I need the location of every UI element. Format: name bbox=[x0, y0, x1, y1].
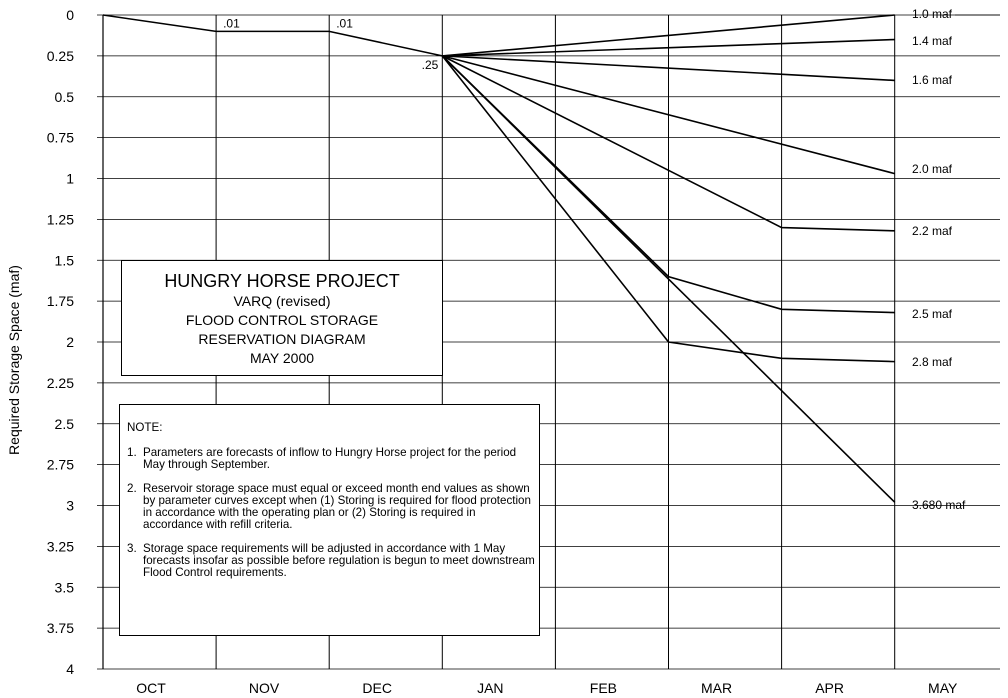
note-box: NOTE: 1. Parameters are forecasts of infl… bbox=[119, 404, 540, 636]
y-tick-label: 4 bbox=[66, 661, 74, 677]
y-tick-label: 1.5 bbox=[55, 252, 75, 268]
x-tick-label: OCT bbox=[136, 680, 166, 696]
title-line-3: FLOOD CONTROL STORAGE bbox=[185, 312, 379, 328]
y-tick-label: 0.25 bbox=[47, 48, 74, 64]
point-label-bg bbox=[335, 16, 355, 30]
title-line-5: MAY 2000 bbox=[249, 350, 315, 366]
series-labels: .01 .01 .25 1.0 maf 1.4 maf 1.6 maf 2.0 maf 2.2… bbox=[222, 7, 966, 512]
note-number: 1. bbox=[127, 446, 137, 459]
note-item: 2. Reservoir storage space must equal or … bbox=[127, 483, 537, 531]
note-item: 1. Parameters are forecasts of inflow to … bbox=[127, 447, 537, 471]
title-box: HUNGRY HORSE PROJECT VARQ (revised) FLOO… bbox=[121, 260, 443, 376]
point-label-bg bbox=[420, 57, 440, 71]
series-label: 1.6 maf bbox=[912, 73, 953, 87]
point-label: .01 bbox=[223, 16, 240, 30]
y-tick-label: 0.5 bbox=[55, 89, 75, 105]
y-tick-label: 2.75 bbox=[47, 457, 74, 473]
note-list: 1. Parameters are forecasts of inflow to … bbox=[127, 447, 537, 591]
y-tick-label: 2.5 bbox=[55, 416, 75, 432]
series-line bbox=[442, 55, 895, 82]
series-label: 2.5 maf bbox=[912, 307, 953, 321]
y-tick-label: 2.25 bbox=[47, 375, 74, 391]
note-number: 3. bbox=[127, 542, 137, 555]
series-lines bbox=[102, 14, 896, 503]
series-line bbox=[442, 38, 895, 57]
x-tick-label: JAN bbox=[477, 680, 503, 696]
y-axis-label: Required Storage Space (maf) bbox=[6, 265, 22, 455]
series-label: 2.8 maf bbox=[912, 355, 953, 369]
x-tick-label: MAY bbox=[928, 680, 958, 696]
common-path-line bbox=[102, 14, 443, 57]
note-text: Reservoir storage space must equal or ex… bbox=[143, 482, 531, 531]
grid bbox=[97, 14, 1000, 670]
y-tick-label: 1 bbox=[66, 171, 74, 187]
axes: OCT NOV DEC JAN FEB MAR APR MAY00.250.50.7511.2… bbox=[47, 7, 958, 696]
y-tick-label: 3 bbox=[66, 498, 74, 514]
y-tick-label: 3.5 bbox=[55, 579, 75, 595]
point-label-bg bbox=[222, 16, 242, 30]
series-label: 2.0 maf bbox=[912, 162, 953, 176]
y-tick-label: 1.25 bbox=[47, 211, 74, 227]
series-label: 1.4 maf bbox=[912, 34, 953, 48]
series-line bbox=[441, 55, 895, 232]
x-tick-label: APR bbox=[815, 680, 844, 696]
x-tick-label: FEB bbox=[590, 680, 617, 696]
note-heading: NOTE: bbox=[127, 421, 163, 434]
note-text: Storage space requirements will be adjus… bbox=[143, 542, 535, 579]
series-label: 2.2 maf bbox=[912, 224, 953, 238]
series-line bbox=[442, 14, 895, 57]
note-number: 2. bbox=[127, 482, 137, 495]
series-line bbox=[442, 55, 895, 175]
x-tick-label: MAR bbox=[701, 680, 732, 696]
y-tick-label: 3.75 bbox=[47, 620, 74, 636]
title-line-1: HUNGRY HORSE PROJECT bbox=[164, 271, 400, 291]
series-line bbox=[441, 55, 895, 363]
x-tick-label: NOV bbox=[249, 680, 280, 696]
y-tick-label: 3.25 bbox=[47, 538, 74, 554]
point-label: .01 bbox=[336, 16, 353, 30]
note-item: 3. Storage space requirements will be adj… bbox=[127, 543, 537, 579]
series-label: 3.680 maf bbox=[912, 498, 966, 512]
y-tick-label: 2 bbox=[66, 334, 74, 350]
title-line-2: VARQ (revised) bbox=[233, 293, 331, 309]
note-text: Parameters are forecasts of inflow to Hu… bbox=[143, 446, 517, 471]
title-line-4: RESERVATION DIAGRAM bbox=[198, 331, 366, 347]
point-label: .25 bbox=[422, 58, 439, 72]
series-line bbox=[441, 55, 896, 503]
y-tick-label: 1.75 bbox=[47, 293, 74, 309]
y-tick-label: 0 bbox=[66, 7, 74, 23]
series-label: 1.0 maf bbox=[912, 7, 953, 21]
y-tick-label: 0.75 bbox=[47, 130, 74, 146]
series-line bbox=[441, 55, 895, 314]
x-tick-label: DEC bbox=[362, 680, 392, 696]
